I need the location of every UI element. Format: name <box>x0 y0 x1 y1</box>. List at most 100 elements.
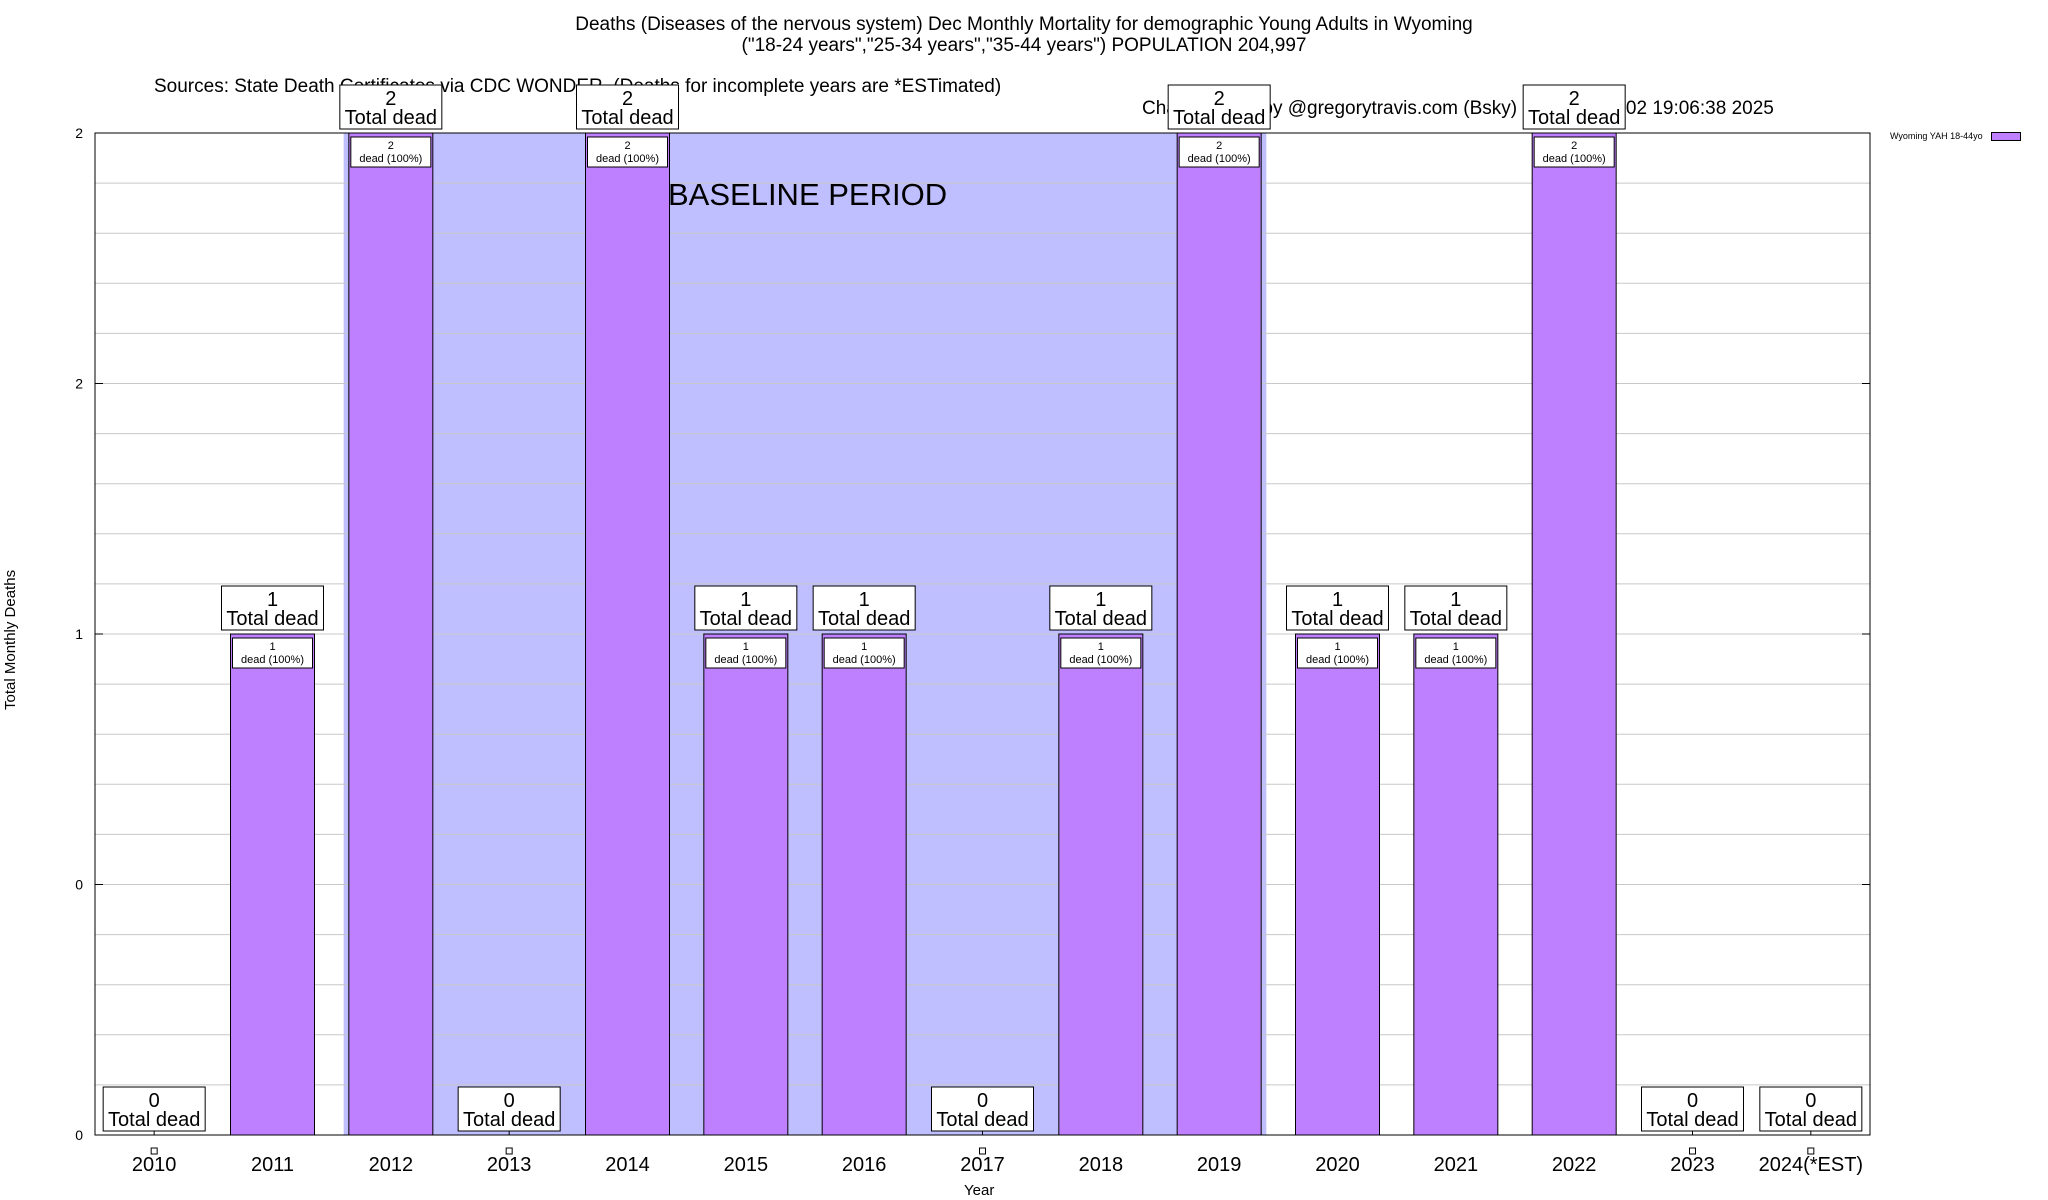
total-label-text: Total dead <box>108 1109 200 1131</box>
total-label-text: Total dead <box>581 107 673 129</box>
bar-label-percent: dead (100%) <box>1069 654 1132 666</box>
total-label-box <box>812 585 916 631</box>
zero-marker <box>150 1147 158 1155</box>
bar-label-count: 2 <box>1216 140 1222 152</box>
x-tick-label: 2014 <box>605 1154 650 1176</box>
total-label-text: Total dead <box>1410 608 1502 630</box>
x-tick-label: 2021 <box>1434 1154 1479 1176</box>
total-label-text: Total dead <box>1528 107 1620 129</box>
bar-2014 <box>585 132 670 1136</box>
total-label-text: Total dead <box>1765 1109 1857 1131</box>
total-label-text: Total dead <box>1646 1109 1738 1131</box>
y-tick-label: 0 <box>75 877 83 893</box>
x-tick-label: 2024(*EST) <box>1759 1154 1864 1176</box>
legend: Wyoming YAH 18-44yo <box>1890 131 2021 142</box>
x-axis-label: Year <box>964 1182 995 1199</box>
total-label-count: 1 <box>1095 589 1106 611</box>
bar-2015 <box>703 633 789 1136</box>
total-label-text: Total dead <box>818 608 910 630</box>
legend-swatch <box>1990 132 2021 142</box>
bar-label-count: 1 <box>1453 641 1459 653</box>
bar-label-box <box>1533 136 1615 168</box>
y-tick-label: 2 <box>75 125 83 141</box>
total-label-count: 2 <box>1569 88 1580 110</box>
total-label-count: 0 <box>149 1090 160 1112</box>
total-label-box <box>1522 84 1626 130</box>
total-label-count: 1 <box>1450 589 1461 611</box>
bar-label-count: 2 <box>1571 140 1577 152</box>
bar-2022 <box>1531 132 1617 1136</box>
zero-marker <box>505 1147 513 1155</box>
bar-label-box <box>1297 637 1378 669</box>
bar-label-percent: dead (100%) <box>241 654 304 666</box>
x-tick-label: 2020 <box>1315 1154 1360 1176</box>
total-label-count: 1 <box>1332 589 1343 611</box>
total-label-box <box>1641 1086 1744 1132</box>
zero-marker <box>979 1147 986 1155</box>
total-label-text: Total dead <box>345 107 437 129</box>
total-label-box <box>221 585 324 631</box>
bar-label-count: 2 <box>388 140 394 152</box>
total-label-box <box>1049 585 1153 631</box>
x-tick-label: 2023 <box>1670 1154 1715 1176</box>
total-label-count: 0 <box>1805 1090 1816 1112</box>
total-label-count: 2 <box>1214 88 1225 110</box>
x-tick-label: 2010 <box>132 1154 177 1176</box>
total-label-count: 0 <box>1687 1090 1698 1112</box>
total-label-count: 1 <box>267 589 278 611</box>
bar-2020 <box>1295 633 1380 1136</box>
total-label-box <box>694 585 798 631</box>
bar-label-percent: dead (100%) <box>1424 654 1487 666</box>
total-label-box <box>1759 1086 1863 1132</box>
bar-label-percent: dead (100%) <box>833 654 896 666</box>
total-label-count: 2 <box>385 88 396 110</box>
total-label-text: Total dead <box>1291 608 1383 630</box>
bar-label-count: 1 <box>1334 641 1340 653</box>
bar-label-box <box>350 136 432 168</box>
bar-label-count: 1 <box>269 641 275 653</box>
total-label-text: Total dead <box>700 608 792 630</box>
total-label-box <box>102 1086 206 1132</box>
bar-label-box <box>1415 637 1497 669</box>
bar-label-percent: dead (100%) <box>359 153 422 165</box>
x-tick-label: 2012 <box>369 1154 414 1176</box>
total-label-text: Total dead <box>1055 608 1147 630</box>
total-label-text: Total dead <box>226 608 318 630</box>
bar-2016 <box>821 633 907 1136</box>
x-tick-label: 2022 <box>1552 1154 1597 1176</box>
bar-2021 <box>1413 633 1499 1136</box>
baseline-period-label: BASELINE PERIOD <box>668 177 947 212</box>
total-label-box <box>339 84 443 130</box>
chart-title-block: Deaths (Diseases of the nervous system) … <box>0 14 2048 56</box>
total-label-text: Total dead <box>1173 107 1265 129</box>
x-tick-label: 2016 <box>842 1154 887 1176</box>
chart-title: Deaths (Diseases of the nervous system) … <box>575 14 1473 35</box>
bar-label-box <box>705 637 787 669</box>
y-tick-label: 2 <box>75 376 83 392</box>
bar-label-count: 1 <box>861 641 867 653</box>
bar-label-percent: dead (100%) <box>1306 654 1369 666</box>
x-tick-label: 2017 <box>960 1154 1005 1176</box>
chart-subtitle: ("18-24 years","25-34 years","35-44 year… <box>741 35 1307 56</box>
y-tick-label: 0 <box>75 1127 83 1143</box>
bar-label-count: 1 <box>1098 641 1104 653</box>
bar-label-box <box>1178 136 1260 168</box>
total-label-box <box>457 1086 561 1132</box>
total-label-count: 2 <box>622 88 633 110</box>
total-label-count: 1 <box>859 589 870 611</box>
bar-label-box <box>587 136 668 168</box>
total-label-box <box>931 1086 1034 1132</box>
zero-marker <box>1689 1147 1696 1155</box>
bar-label-percent: dead (100%) <box>1543 153 1606 165</box>
bar-label-count: 2 <box>624 140 630 152</box>
total-label-text: Total dead <box>463 1109 555 1131</box>
x-tick-label: 2018 <box>1079 1154 1124 1176</box>
bar-label-count: 1 <box>743 641 749 653</box>
total-label-count: 0 <box>977 1090 988 1112</box>
bar-label-percent: dead (100%) <box>1188 153 1251 165</box>
bar-2018 <box>1058 633 1144 1136</box>
bar-label-box <box>1060 637 1142 669</box>
total-label-text: Total dead <box>936 1109 1028 1131</box>
zero-marker <box>1807 1147 1815 1155</box>
